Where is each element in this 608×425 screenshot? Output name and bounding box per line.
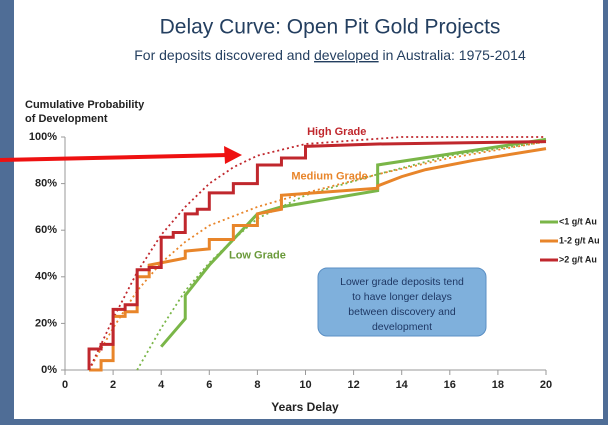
x-tick-label: 0	[62, 379, 68, 391]
x-tick-label: 2	[110, 379, 116, 391]
y-tick-label: 40%	[35, 271, 57, 283]
x-tick-label: 14	[396, 379, 409, 391]
chart-subtitle: For deposits discovered and developed in…	[134, 47, 526, 63]
y-tick-label: 80%	[35, 178, 57, 190]
note-text: between discovery and	[348, 306, 456, 318]
subtitle-part: in Australia: 1975-2014	[379, 47, 526, 63]
series-line	[87, 140, 547, 370]
note-text: to have longer delays	[352, 291, 452, 303]
y-axis-label: of Development	[25, 113, 108, 125]
legend-label: >2 g/t Au	[559, 254, 597, 264]
y-tick-label: 20%	[35, 317, 57, 329]
chart-background	[14, 0, 603, 419]
note-text: Lower grade deposits tend	[340, 276, 464, 288]
x-tick-label: 20	[540, 379, 552, 391]
annotation: Low Grade	[229, 250, 286, 262]
chart-title: Delay Curve: Open Pit Gold Projects	[160, 16, 501, 39]
y-tick-label: 0%	[41, 364, 57, 376]
x-axis-label: Years Delay	[271, 400, 339, 414]
legend-label: <1 g/t Au	[559, 216, 597, 226]
note-box	[317, 267, 487, 337]
x-tick-label: 12	[347, 379, 359, 391]
plot: 0% 20% 40% 60% 80% 100% 0 2 4 6 8 10 12 14 16 18 20 High …	[29, 126, 600, 391]
x-tick-label: 18	[492, 379, 504, 391]
subtitle-part: For deposits discovered and	[134, 47, 314, 63]
y-tick-label: 100%	[29, 131, 57, 143]
fit-curve	[88, 140, 547, 371]
fit-curve	[136, 140, 547, 371]
annotation: High Grade	[307, 126, 366, 138]
pointer-arrow	[0, 153, 229, 162]
x-tick-label: 6	[206, 379, 212, 391]
fit-curve	[88, 136, 546, 371]
pointer-arrowhead	[224, 146, 242, 164]
x-tick-label: 16	[444, 379, 456, 391]
note-text: development	[372, 321, 432, 333]
y-tick-label: 60%	[35, 224, 57, 236]
legend-label: 1-2 g/t Au	[559, 235, 600, 245]
series-line	[89, 147, 547, 372]
subtitle-underlined: developed	[314, 47, 379, 63]
annotation: Medium Grade	[291, 171, 367, 183]
y-axis-label: Cumulative Probability	[25, 99, 145, 111]
x-tick-label: 10	[299, 379, 311, 391]
x-tick-label: 4	[158, 379, 165, 391]
x-tick-label: 8	[254, 379, 260, 391]
